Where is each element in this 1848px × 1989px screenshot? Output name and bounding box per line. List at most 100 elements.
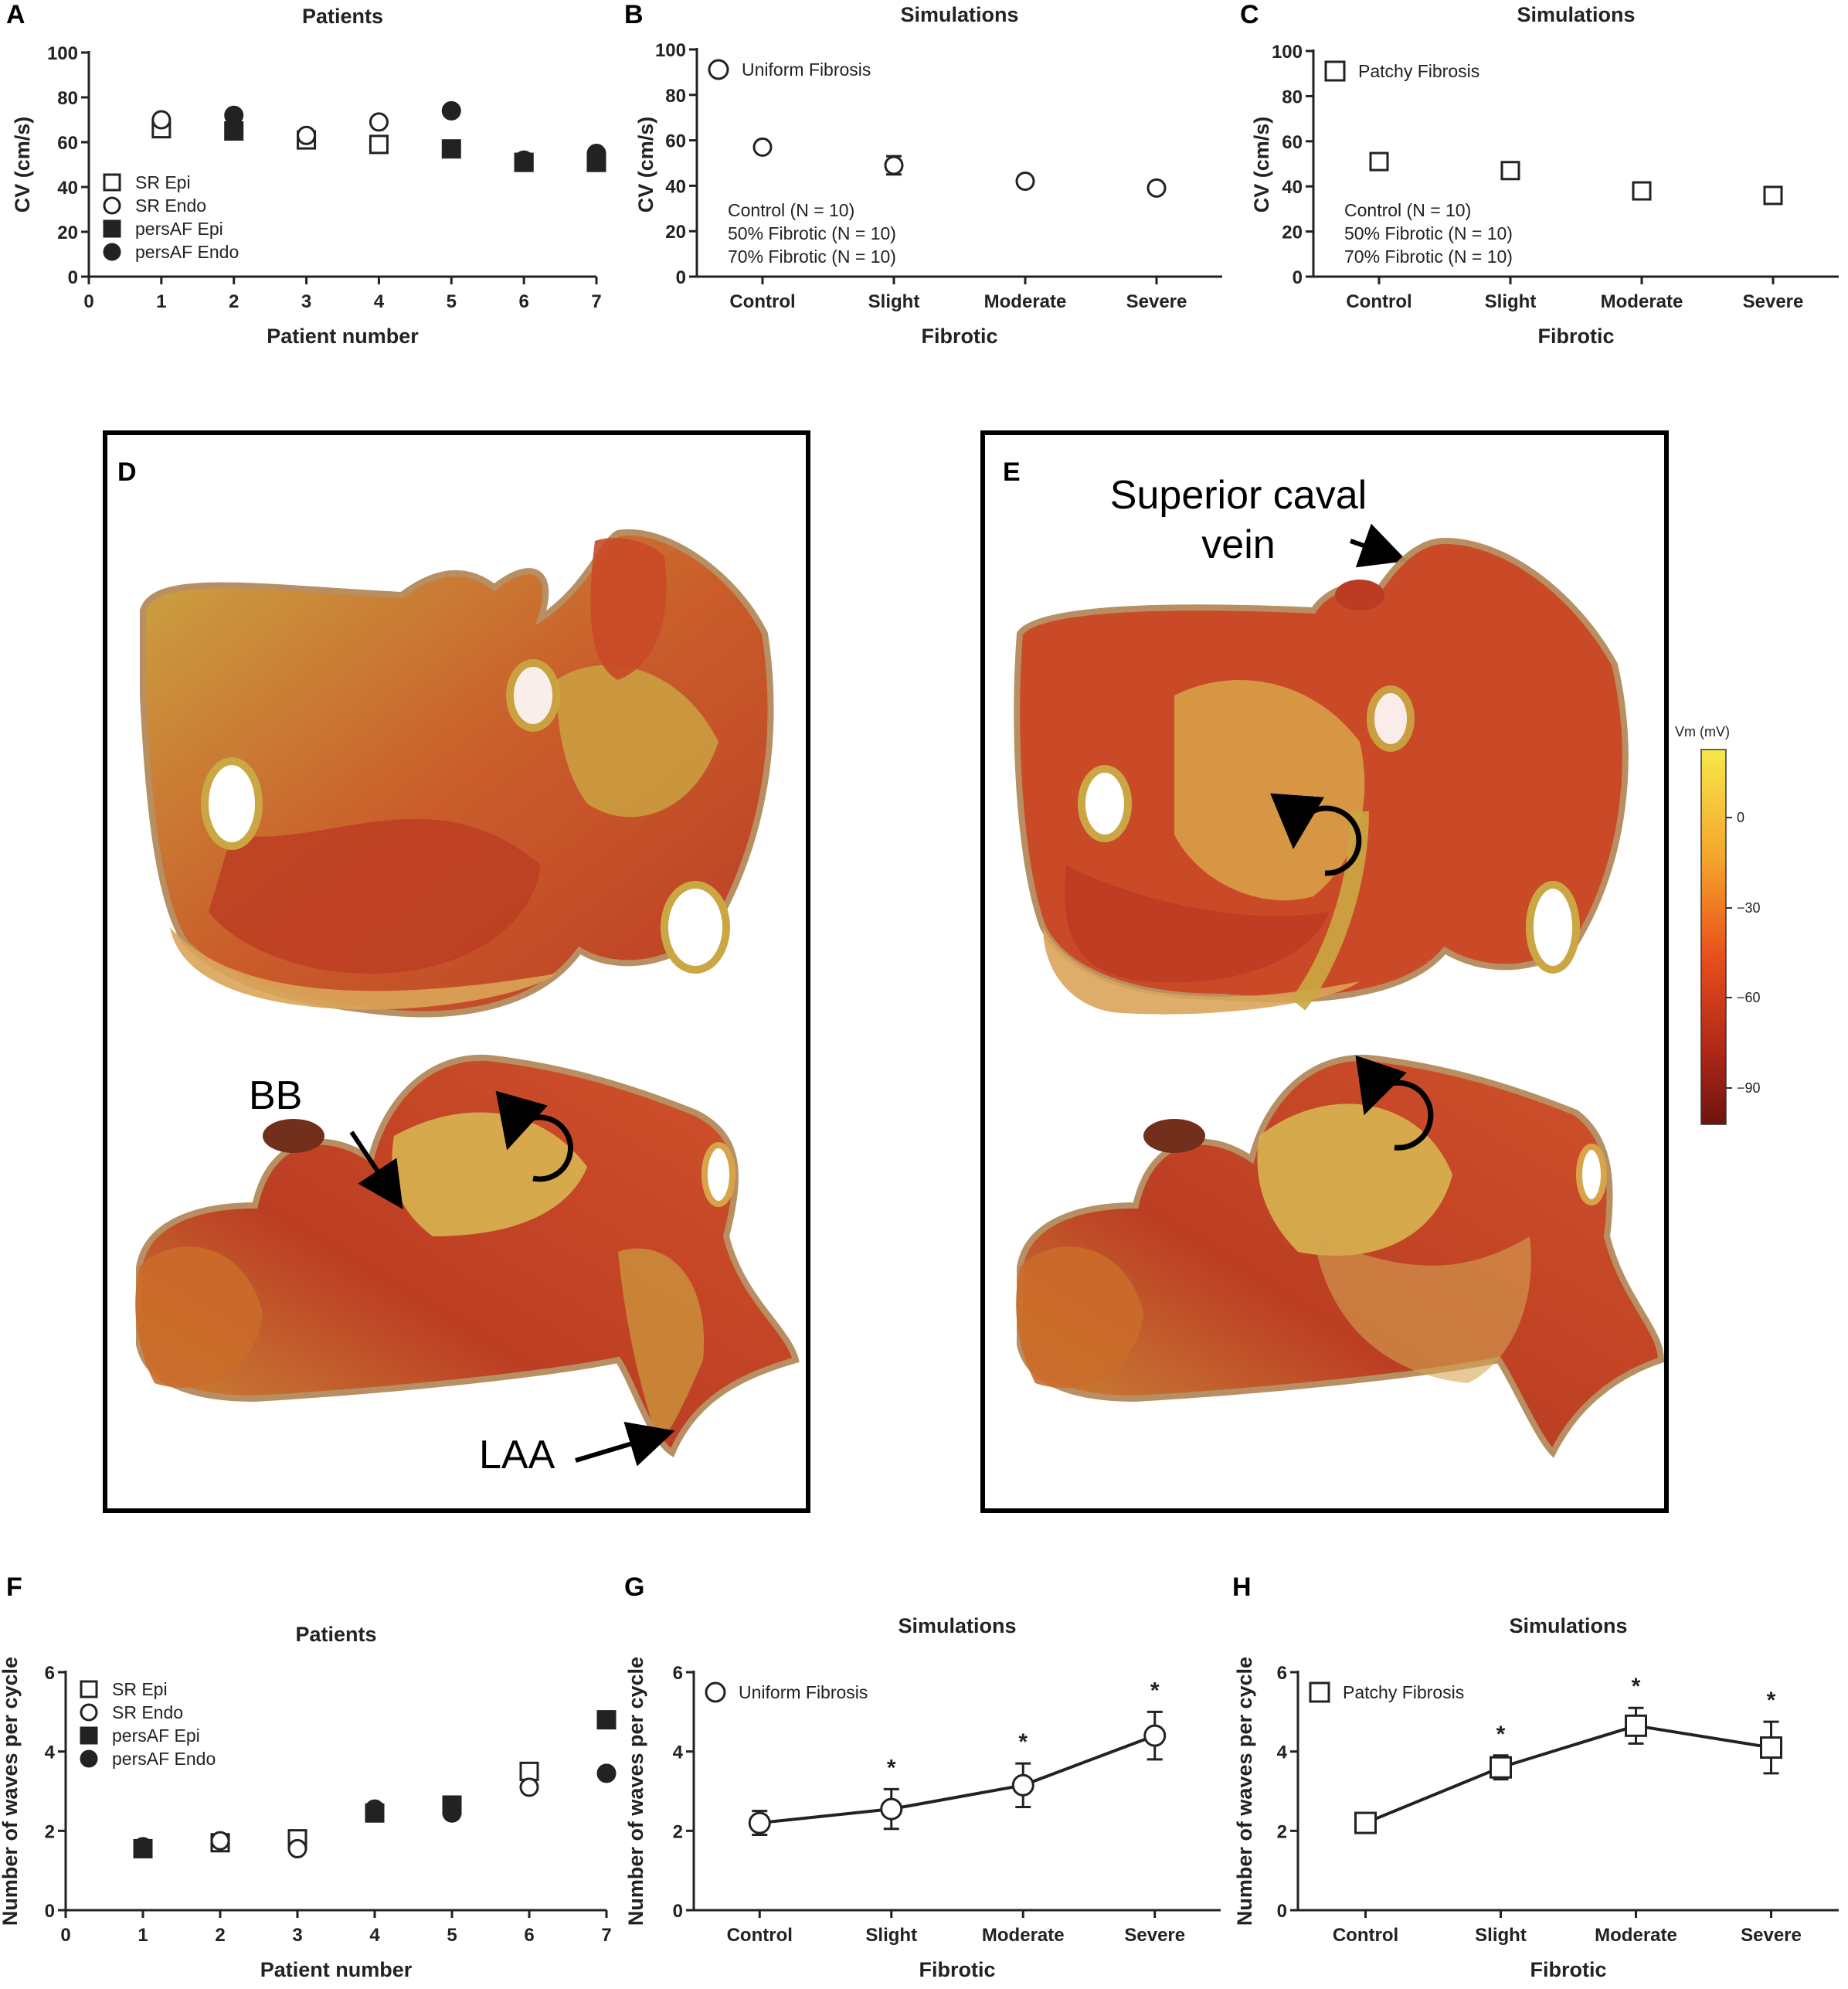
significance-star: *: [1767, 1688, 1776, 1713]
annotation-laa: LAA: [479, 1433, 555, 1477]
chart-note: Control (N = 10): [728, 200, 854, 220]
y-tick-label: 6: [1277, 1663, 1287, 1684]
x-tick-label: Moderate: [1595, 1925, 1677, 1946]
y-tick-label: 2: [1277, 1821, 1287, 1842]
data-point: [1143, 1724, 1167, 1747]
y-tick-label: 80: [665, 86, 686, 107]
data-point: [297, 125, 317, 145]
x-tick-label: Severe: [1126, 291, 1187, 312]
chart-title: Simulations: [898, 1614, 1016, 1637]
y-tick-label: 4: [45, 1742, 56, 1763]
legend-entry: SR Epi: [112, 1679, 168, 1699]
chart-note: 50% Fibrotic (N = 10): [728, 223, 896, 243]
annotation-svc-line1: Superior caval: [1110, 473, 1367, 518]
chart-title: Simulations: [900, 3, 1018, 26]
data-point: [596, 1710, 617, 1730]
x-tick-label: Moderate: [982, 1925, 1065, 1946]
rotor-arrow-d-icon: [495, 1090, 573, 1182]
chart-panel-a: A Patients 0 20 40 60 80 100 0 1 2 3 4 5 6 7 Patient num…: [6, 0, 606, 348]
data-point: [369, 134, 389, 155]
legend-marker: [1309, 1681, 1330, 1703]
y-tick-label: 100: [655, 40, 686, 61]
y-tick-label: 100: [1272, 42, 1303, 63]
y-tick-label: 40: [57, 178, 78, 199]
chart-note: 70% Fibrotic (N = 10): [728, 246, 896, 267]
data-point: [748, 1811, 771, 1834]
panel-label-c: C: [1240, 0, 1259, 29]
data-point: [1015, 172, 1035, 192]
y-tick-label: 100: [47, 43, 78, 64]
chart-note: Control (N = 10): [1344, 200, 1471, 220]
x-tick-label: 1: [156, 291, 166, 312]
legend-entry: SR Epi: [135, 172, 191, 192]
y-tick-label: 40: [665, 176, 686, 197]
y-tick-label: 0: [1277, 1901, 1287, 1922]
data-point: [586, 144, 606, 163]
legend-entry: Uniform Fibrosis: [742, 60, 871, 80]
x-tick-label: Slight: [1475, 1925, 1527, 1946]
legend-marker: [80, 1749, 98, 1768]
legend-entry: Patchy Fibrosis: [1343, 1682, 1464, 1702]
x-tick-label: 0: [60, 1925, 70, 1946]
data-point: [752, 137, 773, 157]
x-axis-label: Patient number: [260, 1958, 413, 1981]
legend-entry: Patchy Fibrosis: [1358, 61, 1479, 81]
rotor-arrow-e-upper-icon: [1270, 793, 1362, 876]
legend-marker: [103, 243, 121, 261]
chart-title: Patients: [295, 1623, 376, 1646]
data-point: [596, 1763, 617, 1783]
legend-marker: [103, 196, 121, 215]
chart-title: Patients: [302, 5, 383, 28]
x-axis-label: Patient number: [267, 325, 419, 348]
data-point: [1011, 1773, 1034, 1797]
legend-entry: persAF Endo: [135, 242, 239, 262]
x-tick-label: 7: [591, 291, 601, 312]
x-tick-label: 4: [374, 291, 385, 312]
x-tick-label: Control: [1333, 1925, 1398, 1946]
x-tick-label: 6: [518, 291, 528, 312]
y-tick-label: 60: [665, 131, 686, 152]
y-axis-label: Number of waves per cycle: [0, 1657, 22, 1926]
significance-star: *: [887, 1755, 896, 1780]
series-line: [759, 1734, 1156, 1825]
x-tick-label: Moderate: [984, 291, 1067, 312]
significance-star: *: [1496, 1722, 1506, 1747]
chart-panel-h: H Simulations 0 2 4 6 Control Slight Moderate Sev…: [1232, 1572, 1839, 1981]
data-point: [1147, 178, 1167, 198]
legend-entry: SR Endo: [112, 1702, 183, 1722]
legend-marker: [1324, 60, 1346, 82]
data-point: [287, 1838, 307, 1858]
colorbar-gradient: [1700, 749, 1727, 1125]
y-axis-label: CV (cm/s): [634, 117, 657, 213]
data-point: [1625, 1714, 1647, 1737]
panel-d-image: D BB LAA: [103, 430, 810, 1513]
arrow-laa-icon: [575, 1422, 675, 1467]
y-tick-label: 20: [1282, 223, 1303, 243]
atria-anterior-view-d: [140, 529, 774, 1018]
x-axis-label: Fibrotic: [1538, 325, 1615, 348]
x-tick-label: 1: [138, 1925, 148, 1946]
x-tick-label: 3: [301, 291, 311, 312]
data-point: [442, 1803, 462, 1823]
legend-marker: [103, 219, 121, 238]
y-tick-label: 4: [673, 1742, 684, 1763]
legend-marker: [80, 1703, 98, 1722]
y-axis-label: Number of waves per cycle: [1233, 1657, 1256, 1926]
legend-marker: [80, 1680, 98, 1698]
colorbar-tick-0: 0: [1737, 810, 1744, 825]
y-tick-label: 0: [68, 267, 78, 288]
colorbar-tick-minus90: −90: [1737, 1080, 1761, 1096]
chart-panel-b: B Simulations 0 20 40 60 80 100 Control Slight Mod…: [624, 0, 1222, 348]
colorbar-title: Vm (mV): [1675, 724, 1730, 740]
x-tick-label: Severe: [1743, 291, 1804, 312]
chart-panel-g: G Simulations 0 2 4 6 Control Slight Moderate Sev…: [624, 1572, 1221, 1981]
legend-entry: Uniform Fibrosis: [739, 1682, 868, 1702]
x-tick-label: Moderate: [1601, 291, 1683, 312]
x-tick-label: 4: [369, 1925, 380, 1946]
significance-star: *: [1632, 1674, 1641, 1699]
data-point: [519, 1761, 539, 1781]
x-axis-label: Fibrotic: [919, 1958, 996, 1981]
x-tick-label: 0: [83, 291, 93, 312]
y-tick-label: 40: [1282, 177, 1303, 198]
